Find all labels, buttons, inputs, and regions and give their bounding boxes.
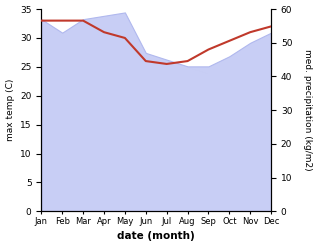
Y-axis label: max temp (C): max temp (C) bbox=[5, 79, 15, 141]
X-axis label: date (month): date (month) bbox=[117, 231, 195, 242]
Y-axis label: med. precipitation (kg/m2): med. precipitation (kg/m2) bbox=[303, 49, 313, 171]
